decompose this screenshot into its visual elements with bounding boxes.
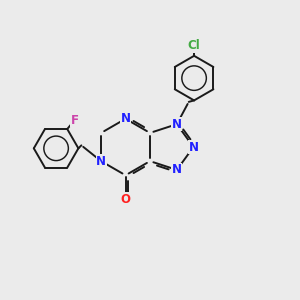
Text: N: N xyxy=(172,164,182,176)
Text: N: N xyxy=(96,154,106,168)
Text: O: O xyxy=(121,193,130,206)
Text: Cl: Cl xyxy=(188,39,200,52)
Text: F: F xyxy=(71,114,79,127)
Text: N: N xyxy=(188,140,199,154)
Text: N: N xyxy=(172,118,182,131)
Text: N: N xyxy=(121,112,130,125)
